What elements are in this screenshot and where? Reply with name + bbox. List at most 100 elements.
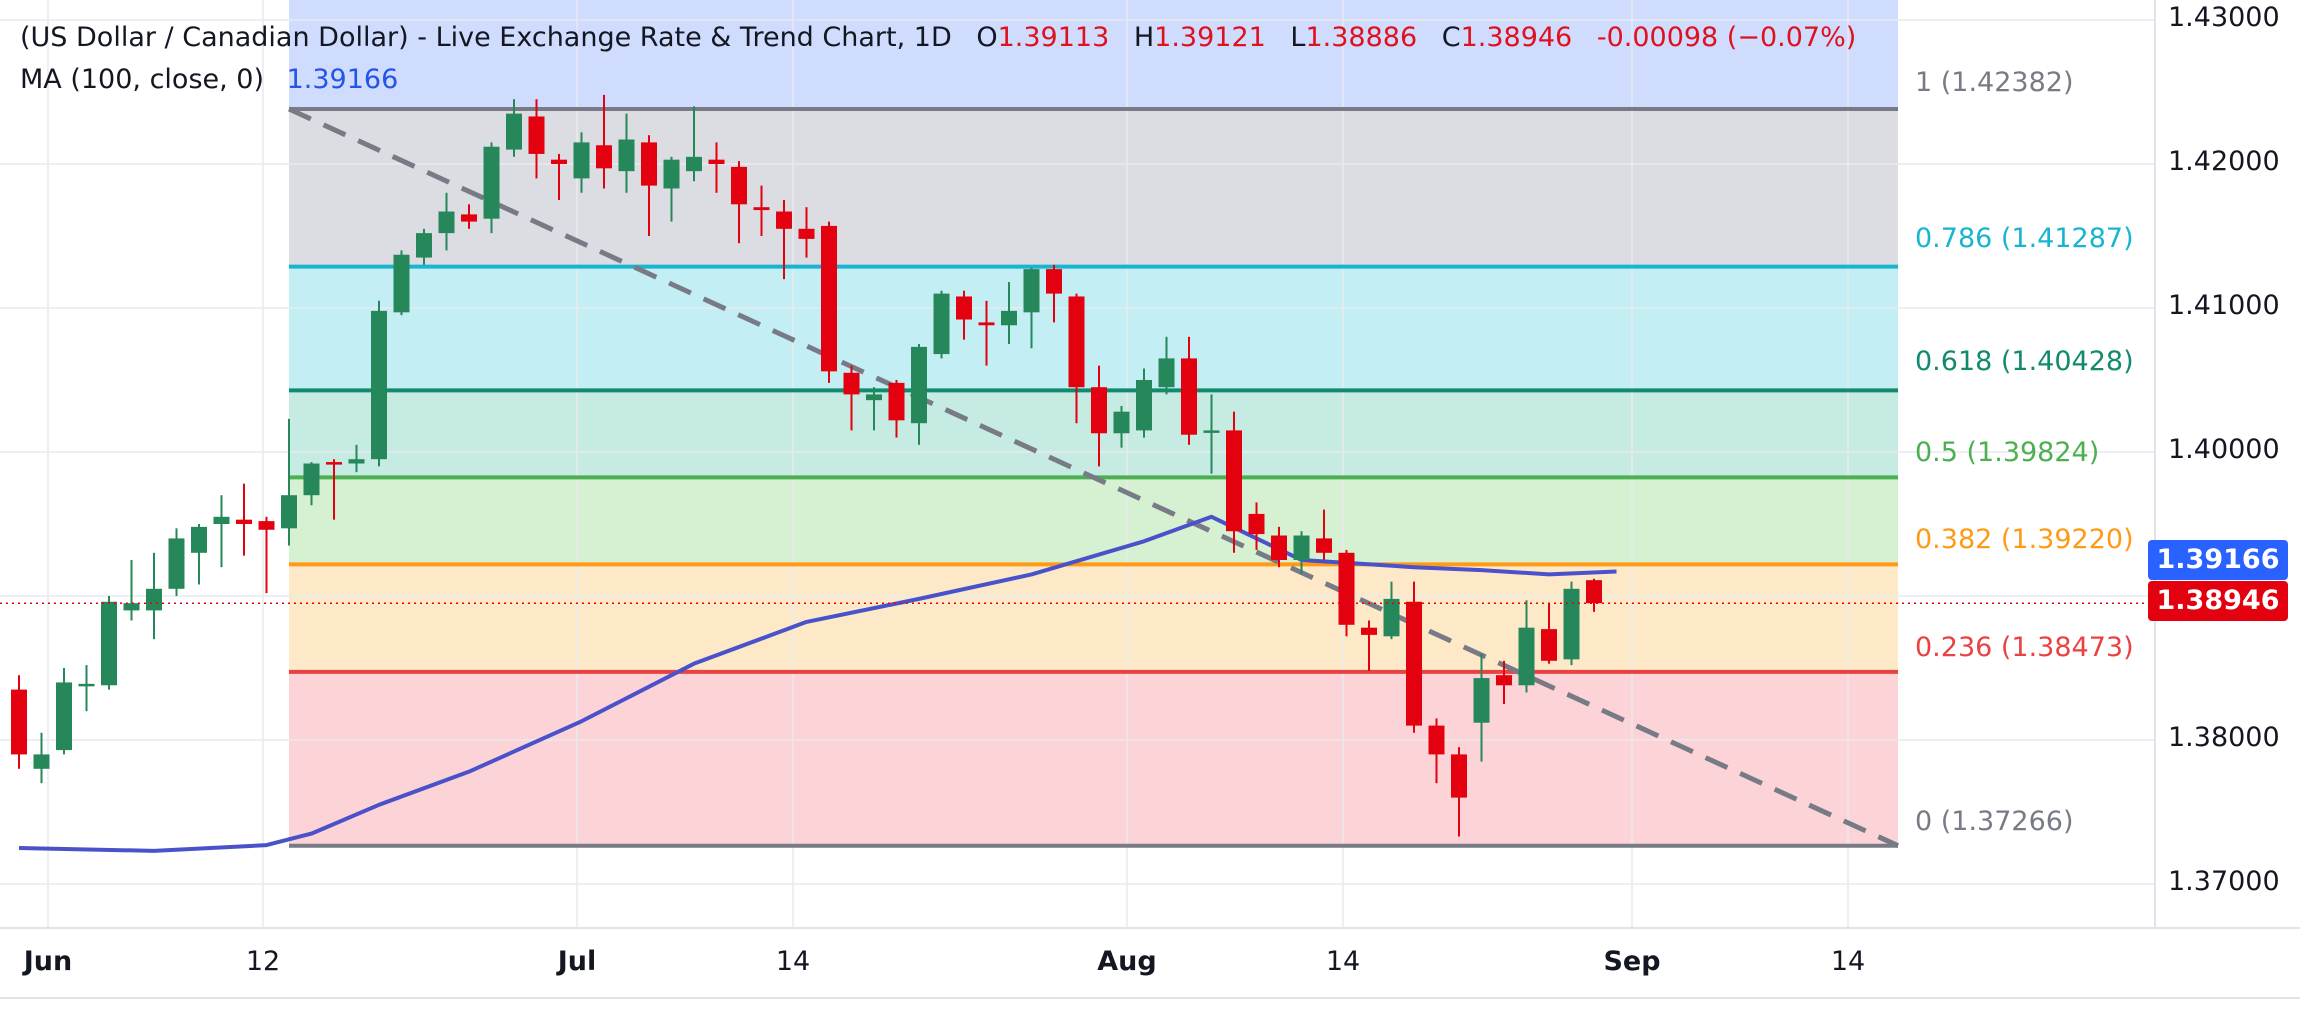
fib-zone-0.786 <box>289 266 1898 391</box>
candle-body <box>708 159 725 164</box>
candle-body <box>1001 310 1017 326</box>
y-tick-label: 1.41000 <box>2168 290 2280 321</box>
candle <box>168 528 185 596</box>
candle-body <box>821 225 837 372</box>
candle <box>236 483 252 556</box>
y-tick-label: 1.42000 <box>2168 146 2280 177</box>
fib-label-1: 1 (1.42382) <box>1915 66 2074 98</box>
candle-body <box>528 116 545 154</box>
candle <box>1181 336 1197 445</box>
candle <box>978 300 995 366</box>
candle <box>821 221 837 383</box>
candle <box>1068 293 1085 424</box>
low-label: L <box>1290 22 1306 53</box>
candle <box>191 524 207 585</box>
candle-body <box>78 683 95 687</box>
candle-body <box>798 228 815 239</box>
candle-body <box>1383 598 1400 637</box>
candle <box>843 365 860 431</box>
candle <box>911 344 927 445</box>
candle <box>1136 368 1152 438</box>
candle <box>956 290 972 340</box>
candle-body <box>641 142 657 186</box>
candle-body <box>11 689 27 755</box>
candle-body <box>1518 627 1535 686</box>
fib-label-0.5: 0.5 (1.39824) <box>1915 437 2100 469</box>
close-price-tag: 1.38946 <box>2148 581 2288 621</box>
candle-body <box>978 322 995 326</box>
candle <box>1586 578 1602 612</box>
ma-line <box>18 514 1617 853</box>
x-tick-label: 14 <box>1830 946 1866 977</box>
candle-body <box>1158 358 1175 388</box>
candle-body <box>1068 296 1085 388</box>
candle <box>1428 718 1445 784</box>
candle-body <box>933 293 950 355</box>
candle-body <box>1271 535 1287 560</box>
close-value: 1.38946 <box>1460 22 1573 53</box>
candle-body <box>461 214 477 222</box>
x-tick-label: 12 <box>245 946 281 977</box>
candle <box>438 192 455 251</box>
candle-body <box>618 139 635 172</box>
fib-zone-0.382 <box>289 564 1898 672</box>
candle <box>1383 581 1400 640</box>
candle-body <box>1226 430 1242 532</box>
candle <box>146 552 162 640</box>
candle-body <box>1316 538 1332 553</box>
candle-body <box>483 146 500 219</box>
ma-label: MA (100, close, 0) <box>20 64 265 95</box>
candle-body <box>191 526 207 553</box>
candle <box>56 668 72 755</box>
candle <box>371 300 387 467</box>
candle-body <box>1406 601 1422 726</box>
candle <box>461 204 477 229</box>
candle-body <box>1113 411 1130 434</box>
candle <box>663 156 680 222</box>
candle-body <box>1428 725 1445 755</box>
candle <box>708 142 725 193</box>
candle-body <box>146 588 162 611</box>
candle-body <box>506 113 522 150</box>
candle-body <box>258 521 275 530</box>
candle <box>348 444 365 473</box>
candle <box>1046 264 1062 323</box>
candle-body <box>1248 513 1265 535</box>
y-tick-label: 1.38000 <box>2168 722 2280 753</box>
candle <box>213 495 230 568</box>
y-tick-label: 1.40000 <box>2168 434 2280 465</box>
candle-body <box>123 603 140 611</box>
candle-body <box>1563 588 1580 660</box>
candle-body <box>1091 387 1107 434</box>
candle <box>1226 411 1242 553</box>
candle <box>483 142 500 234</box>
candle <box>618 113 635 193</box>
candle <box>753 185 770 236</box>
candle <box>1248 502 1265 550</box>
candle <box>573 132 590 193</box>
candle <box>33 732 50 784</box>
candle <box>1361 620 1377 671</box>
candle-body <box>168 538 185 589</box>
candle <box>123 560 140 621</box>
candle <box>1113 405 1130 448</box>
chart-header: (US Dollar / Canadian Dollar) - Live Exc… <box>20 22 1856 53</box>
candle-body <box>753 207 770 211</box>
candle-body <box>776 211 792 229</box>
ma-legend[interactable]: MA (100, close, 0) 1.39166 <box>20 64 398 95</box>
x-tick-label: Jun <box>23 946 73 977</box>
candle <box>1563 581 1580 666</box>
candle-body <box>843 372 860 395</box>
fib-label-0.236: 0.236 (1.38473) <box>1915 631 2134 663</box>
candle-body <box>1338 552 1355 625</box>
candle <box>1091 365 1107 467</box>
candle <box>866 387 882 431</box>
candle <box>1496 660 1512 704</box>
candle <box>798 207 815 258</box>
candle <box>11 675 27 769</box>
candle-body <box>236 519 252 524</box>
candle-body <box>281 495 297 529</box>
close-label: C <box>1441 22 1461 53</box>
candle-body <box>663 159 680 189</box>
